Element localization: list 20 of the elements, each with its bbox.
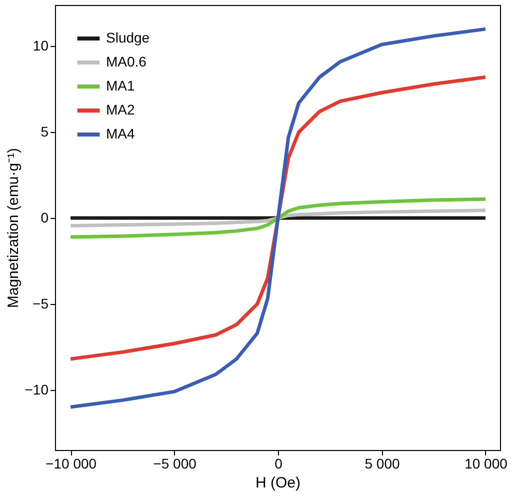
y-tick-label: 0 bbox=[40, 210, 49, 226]
legend-label: MA1 bbox=[106, 78, 135, 94]
legend-label: Sludge bbox=[106, 30, 150, 46]
legend-label: MA2 bbox=[106, 102, 135, 118]
y-axis-title: Magnetization (emu·g⁻¹) bbox=[4, 148, 22, 308]
legend-label: MA0.6 bbox=[106, 54, 147, 70]
line-series bbox=[68, 197, 488, 239]
y-tick-label: 5 bbox=[40, 124, 49, 140]
y-tick-label: 10 bbox=[32, 38, 49, 54]
y-tick-label: −10 bbox=[24, 381, 49, 398]
x-tick-label: 0 bbox=[274, 456, 283, 472]
x-tick-label: 5 000 bbox=[364, 456, 400, 472]
y-tick-label: −5 bbox=[32, 295, 49, 312]
legend-label: MA4 bbox=[106, 126, 135, 142]
x-tick-label: −5 000 bbox=[153, 456, 197, 472]
x-tick-label: −10 000 bbox=[46, 456, 97, 472]
x-axis-title: H (Oe) bbox=[256, 474, 301, 492]
line-series bbox=[68, 27, 488, 409]
x-tick-label: 10 000 bbox=[464, 456, 508, 472]
line-series bbox=[68, 208, 488, 228]
